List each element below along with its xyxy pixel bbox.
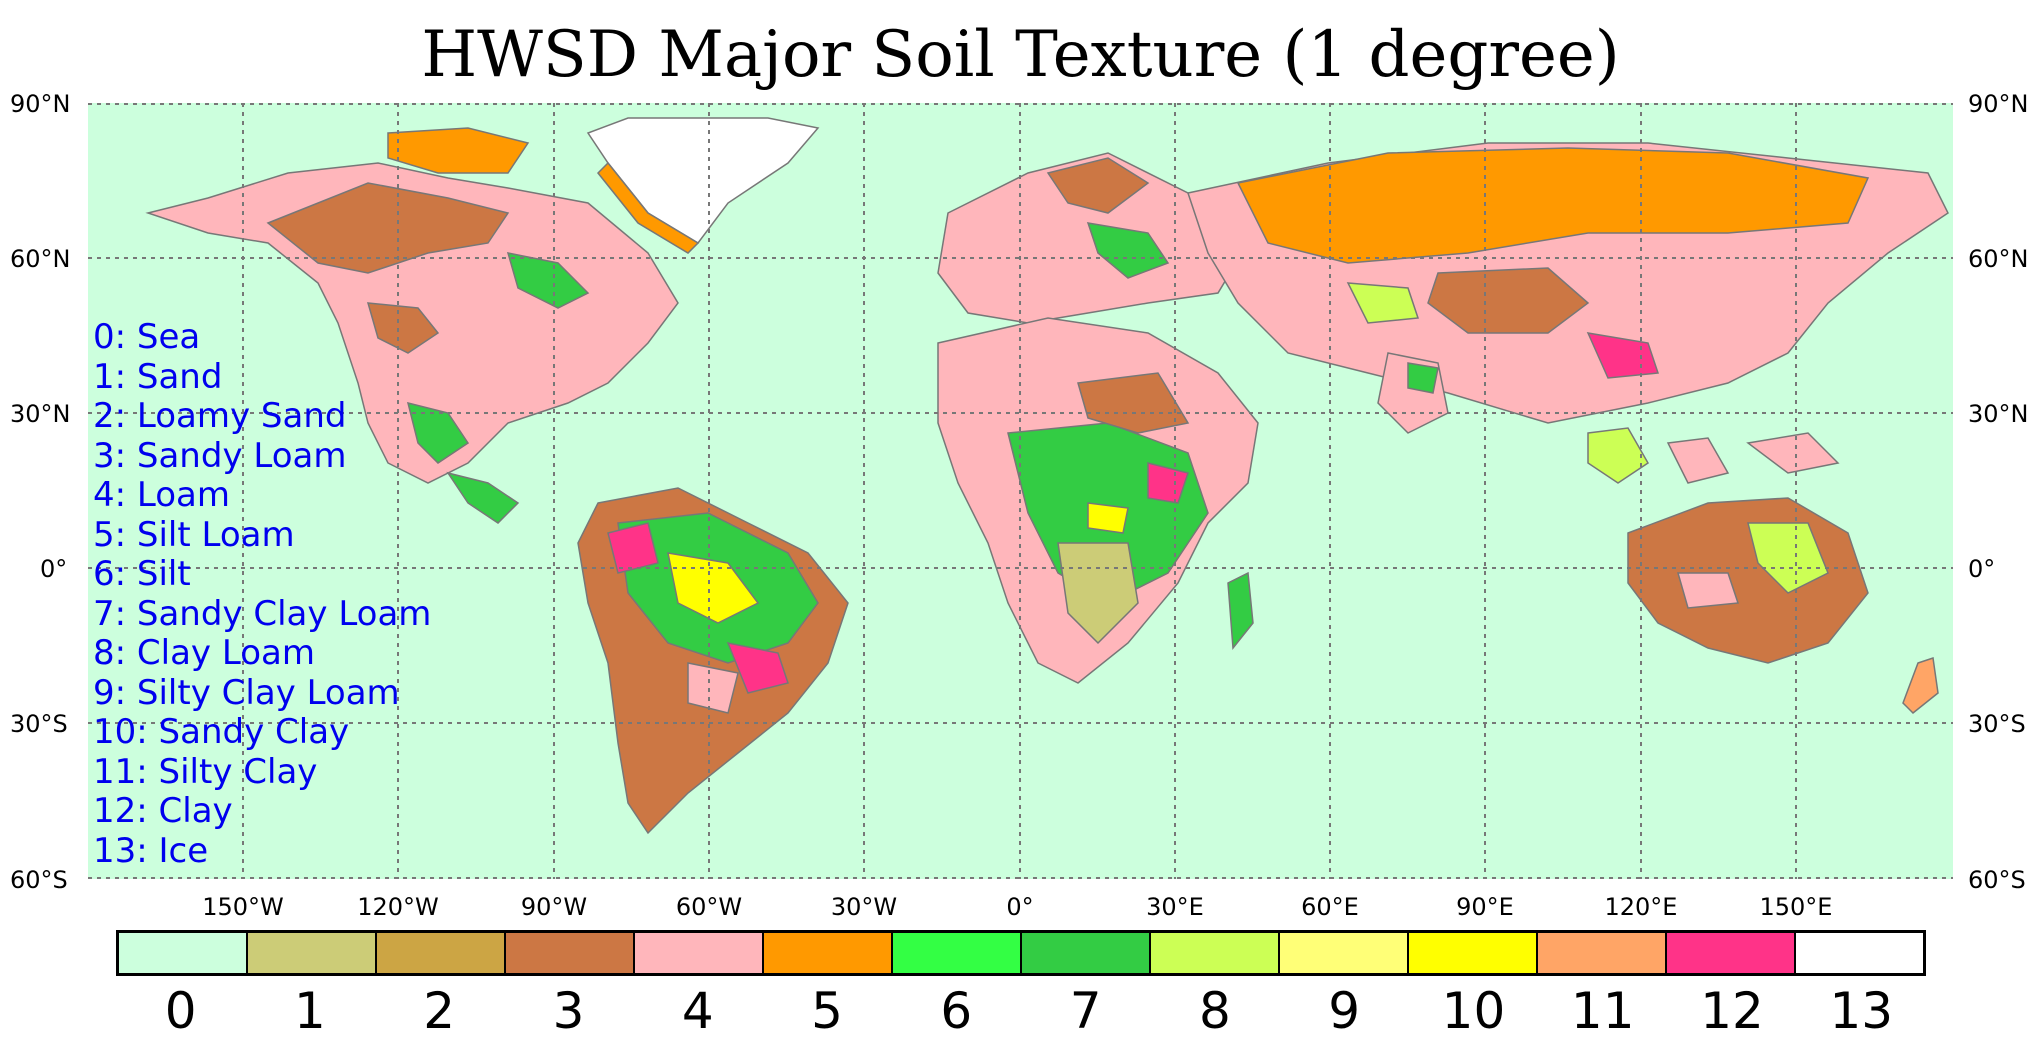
lat-label-right-90n: 90°N xyxy=(1968,90,2029,118)
colorbar-label-5: 5 xyxy=(811,982,843,1040)
lon-label-60w: 60°W xyxy=(675,893,743,921)
lat-label-left-30n: 30°N xyxy=(10,400,71,428)
australia xyxy=(1627,497,1869,664)
colorbar-cell-7 xyxy=(1022,933,1151,973)
madagascar xyxy=(1227,571,1254,650)
lon-label-30w: 30°W xyxy=(830,893,898,921)
south-america xyxy=(577,487,849,835)
lat-label-left-90n: 90°N xyxy=(10,90,71,118)
legend-item-6: 6: Silt xyxy=(93,554,191,594)
lat-label-left-30s: 30°S xyxy=(10,710,68,738)
africa xyxy=(937,317,1259,684)
legend-item-11: 11: Silty Clay xyxy=(93,751,318,792)
lon-label-0: 0° xyxy=(1006,893,1034,921)
colorbar-cell-8 xyxy=(1151,933,1280,973)
legend-item-7: 7: Sandy Clay Loam xyxy=(93,593,432,634)
colorbar-cell-6 xyxy=(893,933,1022,973)
new-zealand xyxy=(1902,657,1939,715)
lon-label-60e: 60°E xyxy=(1301,893,1359,921)
colorbar-label-6: 6 xyxy=(940,982,973,1040)
europe xyxy=(937,152,1249,324)
lat-label-left-60n: 60°N xyxy=(10,245,71,273)
lon-label-150e: 150°E xyxy=(1759,893,1833,921)
colorbar-label-7: 7 xyxy=(1069,982,1102,1040)
colorbar-cell-10 xyxy=(1409,933,1538,973)
map-canvas xyxy=(88,103,1953,879)
colorbar-cell-0 xyxy=(119,933,248,973)
colorbar-label-1: 1 xyxy=(294,982,326,1040)
legend-item-9: 9: Silty Clay Loam xyxy=(93,672,400,713)
graticule xyxy=(88,103,1953,879)
legend-item-2: 2: Loamy Sand xyxy=(93,396,347,436)
colorbar-label-12: 12 xyxy=(1700,982,1764,1040)
lon-label-120w: 120°W xyxy=(357,893,439,921)
legend-item-13: 13: Ice xyxy=(93,830,209,871)
legend-item-10: 10: Sandy Clay xyxy=(93,712,350,752)
colorbar-cell-9 xyxy=(1280,933,1409,973)
colorbar-label-2: 2 xyxy=(423,982,456,1040)
colorbar-cell-3 xyxy=(506,933,635,973)
colorbar-label-8: 8 xyxy=(1198,982,1231,1040)
colorbar-cell-1 xyxy=(248,933,377,973)
legend-item-5: 5: Silt Loam xyxy=(93,514,295,555)
legend-item-8: 8: Clay Loam xyxy=(93,633,315,673)
legend-item-1: 1: Sand xyxy=(93,356,223,397)
colorbar-label-10: 10 xyxy=(1441,982,1506,1040)
colorbar-cell-4 xyxy=(635,933,764,973)
legend-item-4: 4: Loam xyxy=(93,475,230,515)
lon-label-90e: 90°E xyxy=(1456,893,1514,921)
lat-label-right-30n: 30°N xyxy=(1968,400,2029,428)
colorbar-label-11: 11 xyxy=(1570,982,1635,1040)
legend-item-0: 0: Sea xyxy=(93,317,201,357)
lat-label-left-0: 0° xyxy=(40,555,68,583)
colorbar-label-9: 9 xyxy=(1328,982,1361,1040)
colorbar-label-4: 4 xyxy=(681,982,714,1040)
lat-label-right-60n: 60°N xyxy=(1968,245,2029,273)
asia xyxy=(1187,142,1949,434)
map-title: HWSD Major Soil Texture (1 degree) xyxy=(421,18,1620,92)
north-america xyxy=(145,127,679,524)
lon-label-90w: 90°W xyxy=(520,893,588,921)
lon-label-30e: 30°E xyxy=(1146,893,1204,921)
colorbar-cell-2 xyxy=(377,933,506,973)
lat-label-left-60s: 60°S xyxy=(10,866,68,894)
colorbar xyxy=(116,930,1926,976)
colorbar-labels: 0 1 2 3 4 5 6 7 8 9 10 11 12 13 xyxy=(116,982,1926,1040)
colorbar-label-13: 13 xyxy=(1829,982,1894,1040)
colorbar-cell-12 xyxy=(1667,933,1796,973)
colorbar-label-3: 3 xyxy=(552,982,585,1040)
lon-label-150w: 150°W xyxy=(202,893,284,921)
soil-texture-map xyxy=(88,103,1953,879)
legend-item-3: 3: Sandy Loam xyxy=(93,435,347,476)
greenland xyxy=(586,117,820,254)
colorbar-cell-13 xyxy=(1796,933,1923,973)
colorbar-label-0: 0 xyxy=(164,982,197,1040)
lon-label-120e: 120°E xyxy=(1604,893,1678,921)
legend-item-12: 12: Clay xyxy=(93,791,233,831)
lat-label-right-60s: 60°S xyxy=(1968,866,2026,894)
lat-label-right-0: 0° xyxy=(1968,555,1996,583)
soil-class-legend: 0: Sea 1: Sand 2: Loamy Sand 3: Sandy Lo… xyxy=(93,317,432,871)
lat-label-right-30s: 30°S xyxy=(1968,710,2026,738)
southeast-asia-islands xyxy=(1587,427,1840,484)
colorbar-cell-5 xyxy=(764,933,893,973)
colorbar-cell-11 xyxy=(1538,933,1667,973)
